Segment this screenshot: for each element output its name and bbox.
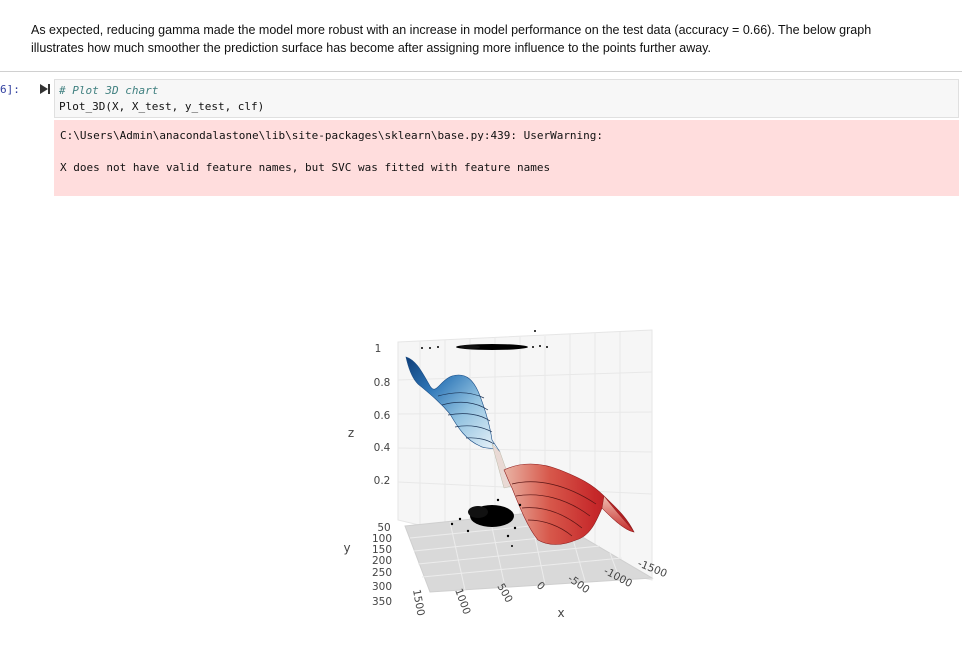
warning-line-1: C:\Users\Admin\anacondalastone\lib\site-… [60, 129, 604, 142]
y-axis: 50 100 150 200 250 300 350 y [343, 522, 392, 608]
markdown-cell: As expected, reducing gamma made the mod… [31, 21, 931, 57]
y-axis-label: y [343, 541, 350, 555]
cell-separator [0, 71, 962, 72]
y-tick-350: 350 [372, 596, 392, 608]
cell-prompt: 6]: [0, 83, 20, 96]
x-axis-label: x [557, 606, 564, 620]
run-cell-icon[interactable] [37, 82, 51, 96]
y-tick-100: 100 [372, 533, 392, 545]
y-tick-50: 50 [377, 522, 390, 534]
markdown-line-1: As expected, reducing gamma made the mod… [31, 23, 872, 37]
y-tick-300: 300 [372, 581, 392, 593]
code-line: Plot_3D(X, X_test, y_test, clf) [59, 100, 265, 113]
z-axis-label: z [348, 426, 354, 440]
z-tick-1: 1 [375, 343, 382, 355]
y-tick-150: 150 [372, 544, 392, 556]
x-tick-1500: 1500 [410, 588, 426, 616]
markdown-line-2: illustrates how much smoother the predic… [31, 41, 711, 55]
warning-output: C:\Users\Admin\anacondalastone\lib\site-… [54, 120, 959, 196]
z-tick-0.4: 0.4 [374, 442, 391, 454]
scatter-top [421, 330, 548, 350]
code-input[interactable]: # Plot 3D chart Plot_3D(X, X_test, y_tes… [54, 79, 959, 118]
z-tick-0.8: 0.8 [374, 377, 391, 389]
z-tick-0.6: 0.6 [374, 410, 391, 422]
surface-red [503, 463, 635, 545]
surface-blue [405, 356, 501, 453]
x-tick-1000: 1000 [452, 587, 472, 616]
z-tick-0.2: 0.2 [374, 475, 391, 487]
z-axis: 1 0.8 0.6 0.4 0.2 z [348, 343, 391, 487]
scatter-bottom [450, 498, 522, 547]
warning-line-2: X does not have valid feature names, but… [60, 161, 551, 174]
y-tick-200: 200 [372, 555, 392, 567]
code-comment: # Plot 3D chart [59, 84, 159, 97]
y-tick-250: 250 [372, 567, 392, 579]
